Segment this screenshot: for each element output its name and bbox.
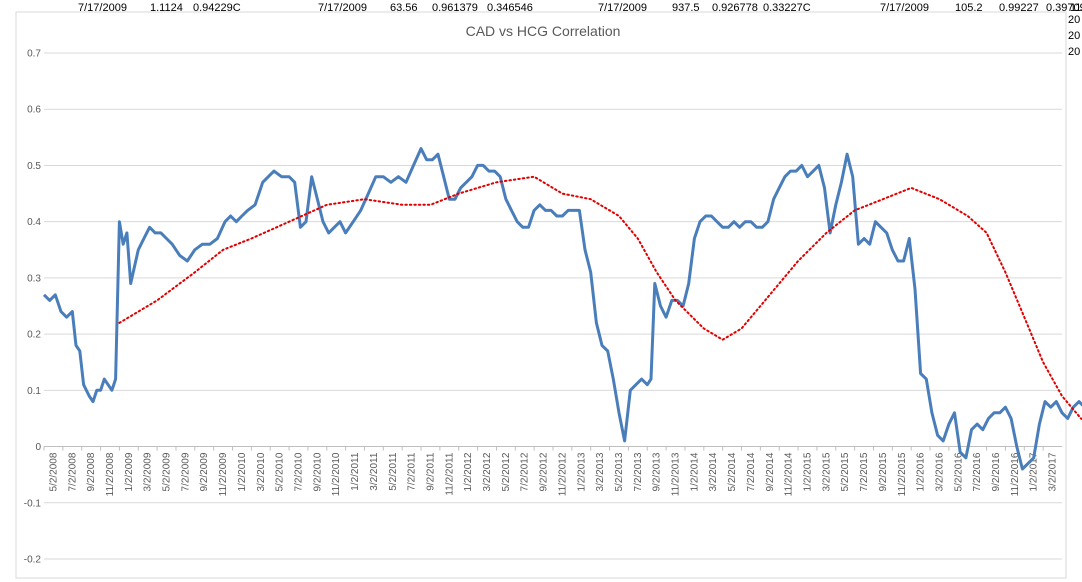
x-tick-label: 3/2/2014 [708, 452, 719, 491]
x-tick-label: 9/2/2009 [199, 452, 210, 491]
gridlines [44, 52, 1062, 560]
y-tick-label: 0.4 [27, 217, 41, 228]
x-tick-label: 9/2/2011 [425, 452, 436, 491]
x-tick-label: 11/2/2015 [897, 452, 908, 496]
x-tick-label: 5/2/2016 [953, 452, 964, 491]
x-tick-label: 1/2/2009 [124, 452, 135, 491]
x-tick-label: 3/2/2011 [369, 452, 380, 491]
y-tick-label: 0.6 [27, 105, 41, 116]
x-tick-label: 11/2/2010 [331, 452, 342, 496]
x-tick-label: 3/2/2017 [1048, 452, 1059, 491]
chart-title[interactable]: CAD vs HCG Correlation [466, 23, 621, 39]
sheet-cell[interactable]: 7/17/2009 [880, 2, 929, 14]
x-tick-label: 9/2/2012 [539, 452, 550, 491]
x-tick-label: 5/2/2015 [840, 452, 851, 491]
x-tick-label: 1/2/2014 [689, 452, 700, 491]
x-tick-label: 1/2/2017 [1029, 452, 1040, 491]
x-tick-label: 9/2/2008 [86, 452, 97, 491]
x-tick-label: 11/2/2013 [671, 452, 682, 496]
y-tick-label: 0 [35, 442, 41, 453]
x-tick-label: 3/2/2015 [821, 452, 832, 491]
x-tick-label: 3/2/2013 [595, 452, 606, 491]
x-tick-label: 5/2/2010 [275, 452, 286, 491]
x-tick-label: 7/2/2016 [972, 452, 983, 491]
sheet-cell[interactable]: 0.94229C [193, 2, 241, 14]
x-tick-label: 3/2/2012 [482, 452, 493, 491]
y-tick-label: -0.2 [24, 555, 42, 566]
x-tick-label: 9/2/2010 [312, 452, 323, 491]
trend-line[interactable] [118, 154, 1082, 441]
sheet-cell[interactable]: 7/17/2009 [78, 2, 127, 14]
chart-area[interactable] [15, 11, 1067, 579]
sheet-cell[interactable]: 20 [1068, 46, 1081, 58]
y-tick-label: 0.5 [27, 161, 41, 172]
x-tick-label: 1/2/2011 [350, 452, 361, 491]
x-tick-label: 7/2/2009 [180, 452, 191, 491]
x-tick-label: 1/2/2012 [463, 452, 474, 491]
x-tick-label: 9/2/2016 [991, 452, 1002, 491]
x-tick-label: 9/2/2015 [878, 452, 889, 491]
x-tick-label: 3/2/2010 [256, 452, 267, 491]
sheet-cell[interactable]: 11/30/20 [1070, 2, 1082, 14]
sheet-cell[interactable]: 0.33227C [763, 2, 811, 14]
sheet-cell[interactable]: 63.56 [390, 2, 418, 14]
y-axis: -0.2 -0.1 0 0.1 0.2 0.3 0.4 0.5 0.6 0.7 [24, 49, 42, 566]
sheet-cell[interactable]: 937.5 [672, 2, 700, 14]
x-tick-label: 1/2/2010 [237, 452, 248, 491]
sheet-cell[interactable]: 105.2 [955, 2, 983, 14]
x-tick-label: 5/2/2008 [48, 452, 59, 491]
sheet-cell[interactable]: 7/17/2009 [598, 2, 647, 14]
x-tick-label: 7/2/2011 [407, 452, 418, 491]
y-tick-label: 0.1 [27, 386, 41, 397]
x-tick-label: 5/2/2012 [501, 452, 512, 491]
x-tick-label: 5/2/2009 [162, 452, 173, 491]
x-tick-label: 11/2/2014 [784, 452, 795, 496]
x-tick-label: 11/2/2016 [1010, 452, 1021, 496]
x-tick-label: 9/2/2014 [765, 452, 776, 491]
x-tick-label: 9/2/2013 [652, 452, 663, 491]
sheet-cell[interactable]: 0.346546 [487, 2, 533, 14]
x-tick-label: 3/2/2016 [934, 452, 945, 491]
x-axis: 5/2/2008 7/2/2008 9/2/2008 11/2/2008 1/2/200… [43, 446, 1059, 496]
x-tick-label: 7/2/2013 [633, 452, 644, 491]
x-tick-label: 5/2/2013 [614, 452, 625, 491]
x-tick-label: 5/2/2014 [727, 452, 738, 491]
sheet-cell[interactable]: 0.99227 [999, 2, 1039, 14]
sheet-cell[interactable]: 0.397097 [1046, 2, 1082, 14]
x-tick-label: 1/2/2013 [576, 452, 587, 491]
y-tick-label: 0.2 [27, 330, 41, 341]
sheet-cell[interactable]: 0.926778 [712, 2, 758, 14]
x-tick-label: 5/2/2011 [388, 452, 399, 491]
series-group [42, 126, 1082, 491]
sheet-cell[interactable]: 20 [1068, 14, 1081, 26]
sheet-cell[interactable]: 7/17/2009 [318, 2, 367, 14]
x-tick-label: 11/2/2011 [444, 452, 455, 495]
x-tick-label: 7/2/2014 [746, 452, 757, 491]
x-tick-label: 7/2/2012 [520, 452, 531, 491]
y-tick-label: -0.1 [24, 498, 42, 509]
y-tick-label: 0.7 [27, 49, 41, 60]
x-tick-label: 1/2/2015 [803, 452, 814, 491]
x-tick-label: 11/2/2009 [218, 452, 229, 496]
x-tick-label: 11/2/2012 [557, 452, 568, 496]
sheet-cell[interactable]: 1.1124 [150, 2, 183, 14]
x-tick-label: 1/2/2016 [916, 452, 927, 491]
sheet-cell[interactable]: 0.961379 [432, 2, 478, 14]
correlation-line[interactable] [42, 126, 1082, 491]
x-tick-label: 7/2/2010 [294, 452, 305, 491]
sheet-cell[interactable]: 20 [1068, 30, 1081, 42]
x-tick-label: 7/2/2015 [859, 452, 870, 491]
x-tick-label: 3/2/2009 [143, 452, 154, 491]
y-tick-label: 0.3 [27, 273, 41, 284]
x-tick-label: 11/2/2008 [105, 452, 116, 496]
x-tick-label: 7/2/2008 [67, 452, 78, 491]
